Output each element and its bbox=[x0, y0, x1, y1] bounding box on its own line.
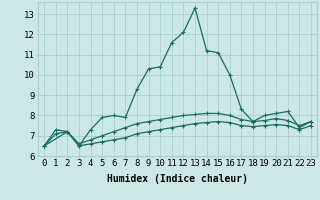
X-axis label: Humidex (Indice chaleur): Humidex (Indice chaleur) bbox=[107, 174, 248, 184]
